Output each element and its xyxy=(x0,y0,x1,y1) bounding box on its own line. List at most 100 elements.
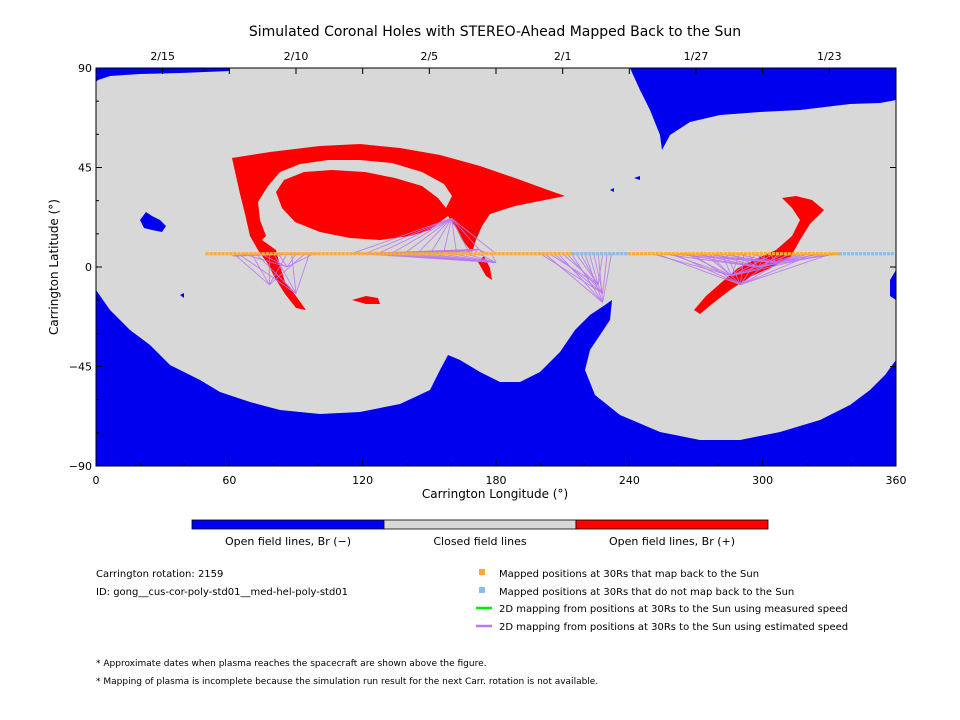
estimated-speed-mapping-line xyxy=(747,253,759,268)
mapped-back-dot xyxy=(533,252,537,256)
not-mapped-dot xyxy=(846,252,851,256)
legend-marker-not-mapped xyxy=(479,587,485,593)
mapped-back-dot xyxy=(397,252,401,256)
mapped-back-dot xyxy=(345,252,349,256)
not-mapped-dot xyxy=(592,252,596,256)
south-west-boundary-hole xyxy=(96,300,110,362)
estimated-speed-mapping-line xyxy=(544,253,603,303)
mapped-back-dot xyxy=(755,252,759,256)
colorbar-negative xyxy=(191,519,385,530)
mapped-back-dot xyxy=(237,252,241,256)
estimated-speed-mapping-line xyxy=(553,253,603,294)
mapped-back-dot xyxy=(501,252,505,256)
not-mapped-dot xyxy=(576,252,580,256)
speck-2 xyxy=(610,188,614,192)
estimated-speed-mapping-line xyxy=(571,253,604,303)
mapped-back-dot xyxy=(229,252,233,256)
mapped-back-dot xyxy=(497,252,501,256)
estimated-speed-mapping-line xyxy=(403,217,452,255)
not-mapped-dot xyxy=(858,252,863,256)
footnote-dates: * Approximate dates when plasma reaches … xyxy=(96,659,487,669)
mapped-back-dot xyxy=(217,252,221,256)
mapped-back-dot xyxy=(791,252,795,256)
estimated-speed-mapping-line xyxy=(712,253,759,268)
mapped-back-dot xyxy=(269,252,273,256)
not-mapped-dot xyxy=(862,252,867,256)
mapped-back-dot xyxy=(651,252,655,256)
mapped-back-dot xyxy=(695,252,699,256)
not-mapped-dot xyxy=(870,252,875,256)
y-tick-label: −45 xyxy=(69,361,92,374)
x-tick-label: 300 xyxy=(752,474,773,487)
mapped-back-dot xyxy=(679,252,683,256)
legend-label-mapped-back: Mapped positions at 30Rs that map back t… xyxy=(499,569,759,580)
estimated-speed-mapping-line xyxy=(758,253,802,268)
mapped-back-dot xyxy=(409,252,413,256)
estimated-speed-mapping-line xyxy=(708,253,741,286)
mapped-back-dot xyxy=(807,252,811,256)
mapped-back-dot xyxy=(453,252,457,256)
mapped-back-dot xyxy=(241,252,245,256)
mapped-back-dot xyxy=(647,252,651,256)
mapped-back-dot xyxy=(553,252,557,256)
estimated-speed-mapping-line xyxy=(731,253,793,277)
y-tick-label: −90 xyxy=(69,460,92,473)
mapped-back-dot xyxy=(421,252,425,256)
mapped-back-dot xyxy=(225,252,229,256)
mapped-back-dot xyxy=(289,252,293,256)
mapped-back-dot xyxy=(655,252,659,256)
mapped-back-dot xyxy=(643,252,647,256)
estimated-speed-mapping-line xyxy=(731,253,758,277)
mapped-back-dot xyxy=(361,252,365,256)
not-mapped-dot xyxy=(612,252,616,256)
mapped-back-dot xyxy=(827,252,831,256)
mapped-back-dot xyxy=(393,252,397,256)
mapped-back-dot xyxy=(541,252,545,256)
not-mapped-dot xyxy=(588,252,592,256)
colorbar-positive xyxy=(575,519,769,530)
mapped-back-dot xyxy=(285,252,289,256)
not-mapped-dot xyxy=(604,252,608,256)
estimated-speed-mapping-line xyxy=(673,253,741,286)
estimated-speed-mapping-line xyxy=(655,253,741,286)
mapped-back-dot xyxy=(663,252,667,256)
mapped-back-dot xyxy=(767,252,771,256)
mapped-back-dot xyxy=(731,252,735,256)
small-mid-latitude-hole-west xyxy=(140,212,166,232)
mapped-back-dot xyxy=(301,252,305,256)
mapped-back-dot xyxy=(385,252,389,256)
mapped-back-dot xyxy=(561,252,565,256)
mapped-back-dot xyxy=(433,252,437,256)
colorbar-closed xyxy=(383,519,577,530)
mapped-back-dot xyxy=(221,252,225,256)
estimated-speed-mapping-line xyxy=(731,253,775,277)
mapped-back-dot xyxy=(429,252,433,256)
mapped-back-dot xyxy=(699,252,703,256)
mapped-back-dot xyxy=(635,252,639,256)
mapped-back-dot xyxy=(517,252,521,256)
mapped-back-dot xyxy=(417,252,421,256)
mapped-back-dot xyxy=(831,252,835,256)
mapped-back-dot xyxy=(321,252,325,256)
y-tick-label: 0 xyxy=(85,261,92,274)
mapped-back-dot xyxy=(691,252,695,256)
date-tick-label: 1/23 xyxy=(817,50,842,63)
mapped-back-dot xyxy=(771,252,775,256)
mapped-back-dot xyxy=(549,252,553,256)
not-mapped-dot xyxy=(580,252,584,256)
estimated-speed-mapping-line xyxy=(277,253,288,268)
mapped-back-dot xyxy=(811,252,815,256)
estimated-speed-mapping-line xyxy=(364,217,452,255)
x-tick-label: 0 xyxy=(93,474,100,487)
estimated-speed-mapping-line xyxy=(451,218,458,254)
mapped-back-dot xyxy=(819,252,823,256)
x-axis-title: Carrington Longitude (°) xyxy=(422,487,568,501)
mapped-back-dot xyxy=(389,252,393,256)
mapped-position-track xyxy=(205,252,895,256)
mapped-back-dot xyxy=(205,252,209,256)
mapped-back-dot xyxy=(683,252,687,256)
mapped-back-dot xyxy=(557,252,561,256)
mapped-back-dot xyxy=(401,252,405,256)
mapped-back-dot xyxy=(763,252,767,256)
mapped-back-dot xyxy=(213,252,217,256)
